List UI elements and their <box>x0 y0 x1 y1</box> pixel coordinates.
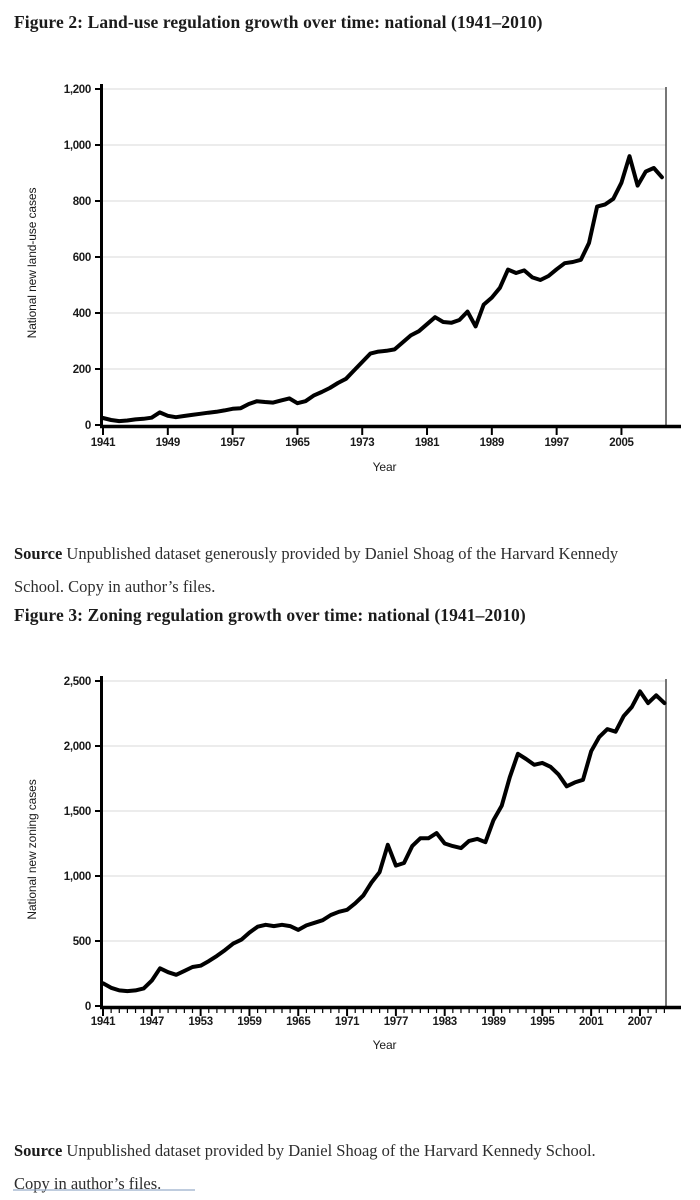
y-tick-label: 1,500 <box>64 806 91 818</box>
x-tick-label: 1977 <box>384 1016 408 1028</box>
x-tick-label: 2005 <box>609 437 634 449</box>
y-tick-label: 1,000 <box>64 140 91 152</box>
data-series-line <box>101 154 664 424</box>
x-tick-label: 1949 <box>156 437 180 449</box>
y-tick-label: 400 <box>73 308 91 320</box>
y-tick-label: 500 <box>73 936 91 948</box>
x-tick-label: 1947 <box>140 1016 164 1028</box>
y-tick-label: 0 <box>85 420 91 432</box>
figure2-source: Source Unpublished dataset generously pr… <box>14 537 629 603</box>
figure3-source: Source Unpublished dataset provided by D… <box>14 1134 629 1200</box>
y-tick-label: 800 <box>73 196 91 208</box>
x-tick-label: 1957 <box>220 437 244 449</box>
x-tick-label: 1953 <box>188 1016 212 1028</box>
source-label: Source <box>14 544 63 563</box>
x-tick-label: 1941 <box>91 437 116 449</box>
x-axis: 1941 1947 1953 1959 1965 1971 1977 1983 1989 1995… <box>91 1005 681 1028</box>
source-text: Unpublished dataset provided by Daniel S… <box>14 1141 596 1193</box>
x-tick-label: 1959 <box>237 1016 261 1028</box>
figure2-title: Figure 2: Land-use regulation growth ove… <box>14 12 543 32</box>
x-tick-label: 1995 <box>530 1016 555 1028</box>
y-tick-label: 1,200 <box>64 84 91 96</box>
gridlines <box>103 88 666 370</box>
x-tick-label: 1983 <box>433 1016 457 1028</box>
y-axis: 0 200 400 600 800 1,000 1,200 <box>64 84 103 432</box>
source-label: Source <box>14 1141 63 1160</box>
x-tick-label: 2001 <box>579 1016 604 1028</box>
y-tick-label: 600 <box>73 252 91 264</box>
x-tick-label: 1971 <box>335 1016 360 1028</box>
x-tick-label: 1965 <box>285 437 310 449</box>
figure3-line-chart: 0 500 1,000 1,500 2,000 2,500 1941 1947 1953 1959… <box>25 676 681 1052</box>
y-tick-label: 2,000 <box>64 741 91 753</box>
data-series-line <box>101 689 667 994</box>
cut-off-next-line <box>13 1189 195 1191</box>
gridlines <box>103 680 666 942</box>
x-axis-title: Year <box>373 460 397 474</box>
x-axis: 1941 1949 1957 1965 1973 1981 1989 1997 2005 <box>91 424 681 449</box>
y-axis: 0 500 1,000 1,500 2,000 2,500 <box>64 676 103 1013</box>
x-tick-label: 1989 <box>480 437 504 449</box>
x-axis-title: Year <box>373 1038 397 1052</box>
x-tick-label: 1997 <box>544 437 568 449</box>
x-tick-label: 1941 <box>91 1016 116 1028</box>
y-tick-label: 200 <box>73 364 91 376</box>
y-tick-label: 0 <box>85 1001 91 1013</box>
y-axis-title: National new land-use cases <box>25 188 39 339</box>
x-tick-label: 1989 <box>481 1016 505 1028</box>
x-tick-label: 1981 <box>415 437 440 449</box>
figure3-title: Figure 3: Zoning regulation growth over … <box>14 605 526 625</box>
x-tick-label: 1973 <box>350 437 374 449</box>
x-tick-label: 2007 <box>628 1016 652 1028</box>
y-axis-title: National new zoning cases <box>25 779 39 919</box>
source-text: Unpublished dataset generously provided … <box>14 544 619 596</box>
y-tick-label: 1,000 <box>64 871 91 883</box>
y-tick-label: 2,500 <box>64 676 91 688</box>
x-tick-label: 1965 <box>286 1016 311 1028</box>
